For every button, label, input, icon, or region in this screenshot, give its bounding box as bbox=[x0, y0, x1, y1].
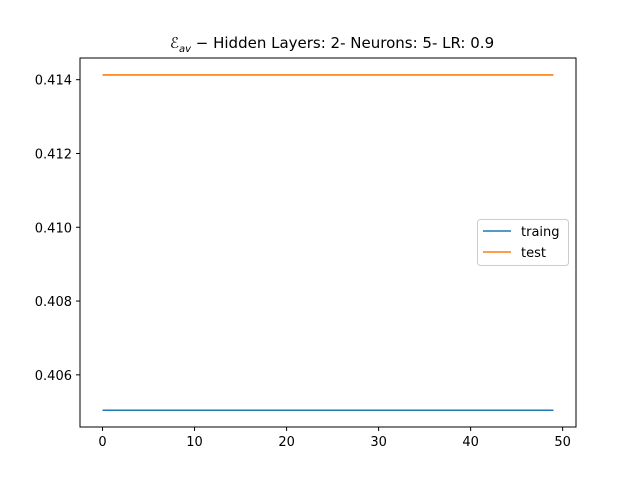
chart-title-symbol: ℰ bbox=[170, 34, 179, 52]
axes-frame bbox=[79, 57, 577, 428]
y-tick-label: 0.408 bbox=[35, 295, 72, 310]
axis-ticks: 0 10 20 30 40 50 0.406 0.408 0.410 0.412 0.414 bbox=[35, 74, 571, 450]
y-tick-label: 0.414 bbox=[35, 74, 72, 89]
chart-title: ℰav − Hidden Layers: 2- Neurons: 5- LR: … bbox=[170, 34, 494, 55]
y-tick-label: 0.406 bbox=[35, 369, 72, 384]
legend-label-test: test bbox=[521, 246, 546, 261]
x-tick-label: 40 bbox=[462, 435, 479, 450]
x-tick-label: 30 bbox=[370, 435, 387, 450]
legend: traing test bbox=[477, 219, 569, 266]
chart-title-subscript: av bbox=[179, 44, 192, 55]
x-tick-label: 0 bbox=[98, 435, 106, 450]
series-lines bbox=[102, 74, 554, 412]
y-tick-label: 0.410 bbox=[35, 221, 72, 236]
x-tick-label: 50 bbox=[554, 435, 571, 450]
x-tick-label: 20 bbox=[278, 435, 295, 450]
chart-title-text: − Hidden Layers: 2- Neurons: 5- LR: 0.9 bbox=[191, 34, 494, 52]
y-tick-label: 0.412 bbox=[35, 147, 72, 162]
x-tick-label: 10 bbox=[186, 435, 203, 450]
legend-label-traing: traing bbox=[521, 225, 560, 240]
